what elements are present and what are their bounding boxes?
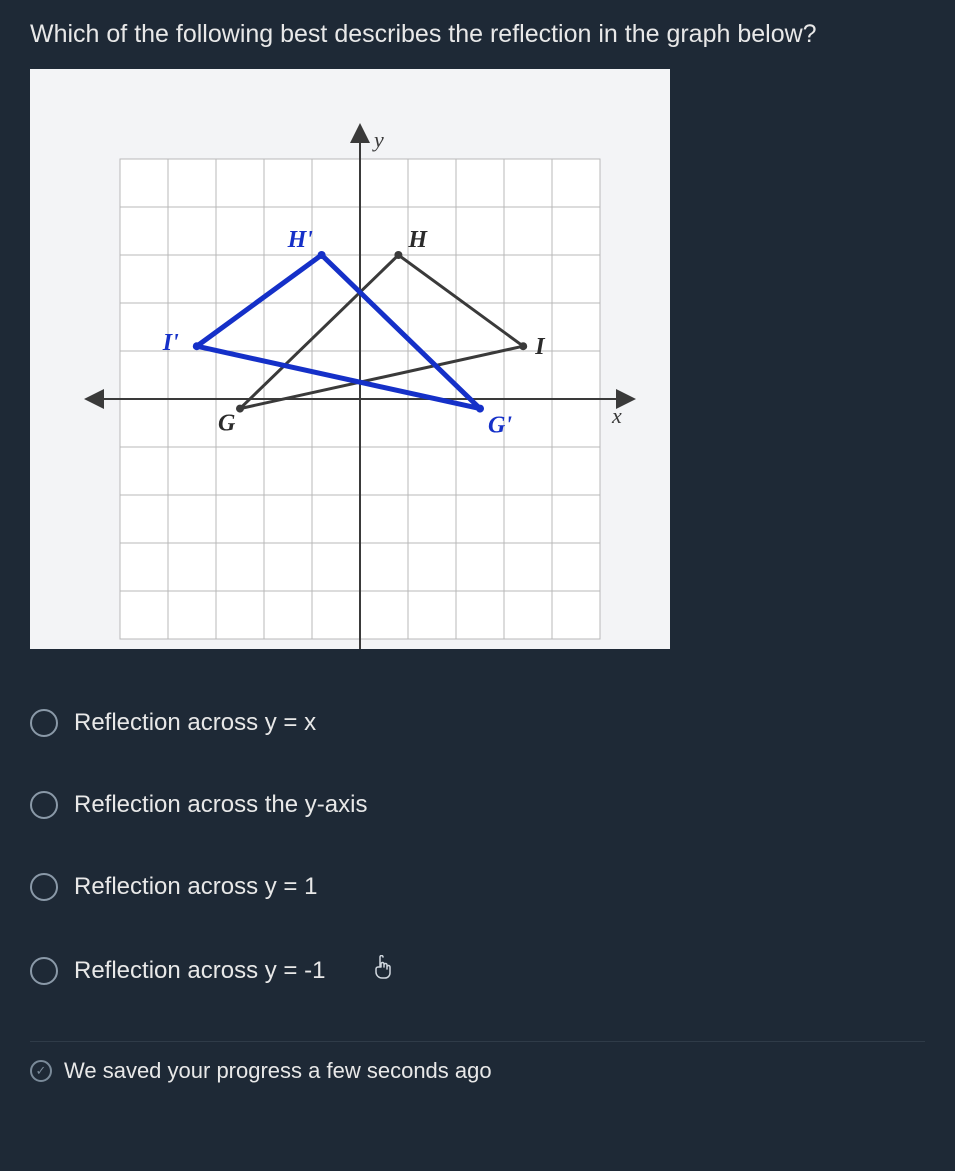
option-2[interactable]: Reflection across y = 1 <box>30 873 925 901</box>
graph-svg: y x G H I G' H' I' <box>30 69 670 649</box>
radio-icon <box>30 957 58 985</box>
save-status: ✓ We saved your progress a few seconds a… <box>30 1041 925 1084</box>
question-text: Which of the following best describes th… <box>30 20 925 49</box>
radio-icon <box>30 873 58 901</box>
save-status-text: We saved your progress a few seconds ago <box>64 1058 492 1084</box>
option-0[interactable]: Reflection across y = x <box>30 709 925 737</box>
graph-container: y x G H I G' H' I' <box>30 69 670 649</box>
hand-cursor-icon <box>371 955 393 987</box>
svg-text:I': I' <box>162 330 179 356</box>
svg-text:H: H <box>407 227 428 253</box>
options-group: Reflection across y = x Reflection acros… <box>30 709 925 987</box>
svg-text:I: I <box>534 334 546 360</box>
option-label: Reflection across y = 1 <box>74 873 317 901</box>
svg-text:H': H' <box>287 227 314 253</box>
option-label: Reflection across the y-axis <box>74 791 367 819</box>
radio-icon <box>30 791 58 819</box>
check-icon: ✓ <box>30 1060 52 1082</box>
option-1[interactable]: Reflection across the y-axis <box>30 791 925 819</box>
radio-icon <box>30 709 58 737</box>
svg-text:x: x <box>611 403 622 428</box>
svg-text:G: G <box>218 411 236 437</box>
svg-text:G': G' <box>488 413 512 439</box>
option-label: Reflection across y = -1 <box>74 957 325 985</box>
option-label: Reflection across y = x <box>74 709 316 737</box>
option-3[interactable]: Reflection across y = -1 <box>30 955 925 987</box>
svg-text:y: y <box>372 127 384 152</box>
